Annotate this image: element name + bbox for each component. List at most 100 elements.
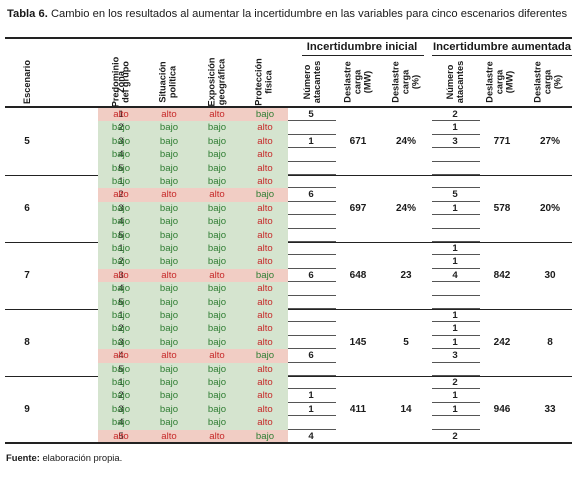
zona-cell: 4 <box>118 283 124 295</box>
col-header-deslastre-pct-1-text: Deslastre carga (%) <box>391 61 421 103</box>
num-underline-2 <box>432 160 480 162</box>
sit-cell: alto <box>161 109 177 120</box>
exp-cell: alto <box>209 269 225 281</box>
zona-cell: 2 <box>118 122 124 134</box>
row-band <box>98 295 288 309</box>
prot-cell: alto <box>257 229 273 241</box>
caption-label: Tabla 6. <box>7 8 48 20</box>
col-header-deslastre-carga-1: Deslastre carga (MW) <box>336 59 380 105</box>
exp-cell: bajo <box>207 122 227 134</box>
prot-cell: alto <box>257 417 273 429</box>
exp-cell: bajo <box>207 336 227 348</box>
num-underline-1 <box>288 120 336 122</box>
num-atacantes-2-cell: 5 <box>452 189 458 201</box>
num-atacantes-1-cell <box>296 121 326 134</box>
prot-cell: bajo <box>255 189 275 201</box>
prot-cell: alto <box>257 377 273 388</box>
num-underline-2 <box>432 267 480 269</box>
sit-cell: alto <box>161 269 177 281</box>
num-underline-1 <box>288 428 336 430</box>
sit-cell: bajo <box>159 310 179 321</box>
sit-cell: bajo <box>159 122 179 134</box>
row-band <box>98 148 288 162</box>
exp-cell: bajo <box>207 229 227 241</box>
prot-cell: alto <box>257 323 273 335</box>
pred-cell: bajo <box>111 256 131 268</box>
row-band <box>98 376 288 390</box>
num-underline-2 <box>432 388 480 390</box>
exp-cell: bajo <box>207 162 227 174</box>
table-caption: Tabla 6. Cambio en los resultados al aum… <box>7 8 567 20</box>
zona-cell: 2 <box>118 323 124 335</box>
prot-cell: alto <box>257 202 273 214</box>
pred-cell: bajo <box>111 202 131 214</box>
deslastre-mw-1-cell: 145 <box>349 336 367 348</box>
num-atacantes-1-cell: 6 <box>308 269 314 281</box>
num-atacantes-2-cell: 1 <box>452 256 458 268</box>
row-band <box>98 349 288 363</box>
row-band <box>98 309 288 323</box>
num-atacantes-2-cell <box>440 162 470 175</box>
prot-cell: alto <box>257 390 273 402</box>
num-atacantes-2-cell: 3 <box>452 135 458 147</box>
sit-cell: bajo <box>159 216 179 228</box>
row-band <box>98 215 288 229</box>
col-header-exposicion-text: Exposición geográfica <box>206 57 227 107</box>
row-band <box>98 268 288 283</box>
pred-cell: bajo <box>111 216 131 228</box>
deslastre-mw-1-cell: 697 <box>349 202 367 214</box>
zona-cell: 3 <box>118 269 124 281</box>
col-header-situacion-text: Situación política <box>157 61 178 103</box>
prot-cell: alto <box>257 403 273 415</box>
num-underline-2 <box>432 174 480 175</box>
zona-cell: 5 <box>118 296 124 308</box>
num-underline-1 <box>288 133 336 135</box>
caption-text: Cambio en los resultados al aumentar la … <box>50 8 568 20</box>
prot-cell: alto <box>257 243 273 254</box>
num-atacantes-1-cell <box>296 242 326 255</box>
sit-cell: bajo <box>159 403 179 415</box>
zona-cell: 2 <box>118 390 124 402</box>
zona-cell: 5 <box>118 430 124 442</box>
pred-cell: bajo <box>111 243 131 254</box>
sit-cell: bajo <box>159 229 179 241</box>
prot-cell: alto <box>257 176 273 187</box>
num-underline-1 <box>288 401 336 403</box>
zona-cell: 5 <box>118 229 124 241</box>
col-header-proteccion: Protección física <box>242 58 286 106</box>
zona-cell: 1 <box>118 109 124 120</box>
prot-cell: bajo <box>255 350 275 362</box>
num-underline-1 <box>288 227 336 229</box>
col-header-num-atacantes-2: Número atacantes <box>433 59 477 105</box>
prot-cell: bajo <box>255 269 275 281</box>
col-header-proteccion-text: Protección física <box>254 58 275 106</box>
num-atacantes-1-cell <box>296 202 326 215</box>
exp-cell: bajo <box>207 135 227 147</box>
pred-cell: bajo <box>111 390 131 402</box>
num-underline-1 <box>288 241 336 242</box>
scenario-separator <box>5 175 572 176</box>
exp-cell: bajo <box>207 149 227 161</box>
escenario-cell: 9 <box>24 403 30 415</box>
deslastre-mw-2-cell: 242 <box>493 336 511 348</box>
num-underline-2 <box>432 227 480 229</box>
num-atacantes-2-cell <box>440 148 470 161</box>
deslastre-mw-2-cell: 946 <box>493 403 511 415</box>
sit-cell: bajo <box>159 135 179 147</box>
row-band <box>98 402 288 417</box>
num-atacantes-2-cell <box>440 363 470 376</box>
num-atacantes-2-cell: 1 <box>452 336 458 348</box>
top-rule <box>5 37 572 39</box>
num-underline-1 <box>288 321 336 323</box>
col-header-num-atacantes-1-text: Número atacantes <box>301 60 322 104</box>
group-underline-initial <box>302 55 424 56</box>
pred-cell: alto <box>113 350 129 362</box>
deslastre-mw-2-cell: 771 <box>493 135 511 147</box>
pred-cell: alto <box>113 430 129 442</box>
zona-cell: 4 <box>118 216 124 228</box>
num-atacantes-1-cell <box>296 322 326 335</box>
sit-cell: bajo <box>159 417 179 429</box>
sit-cell: alto <box>161 189 177 201</box>
num-atacantes-2-cell: 1 <box>452 403 458 415</box>
pred-cell: bajo <box>111 377 131 388</box>
